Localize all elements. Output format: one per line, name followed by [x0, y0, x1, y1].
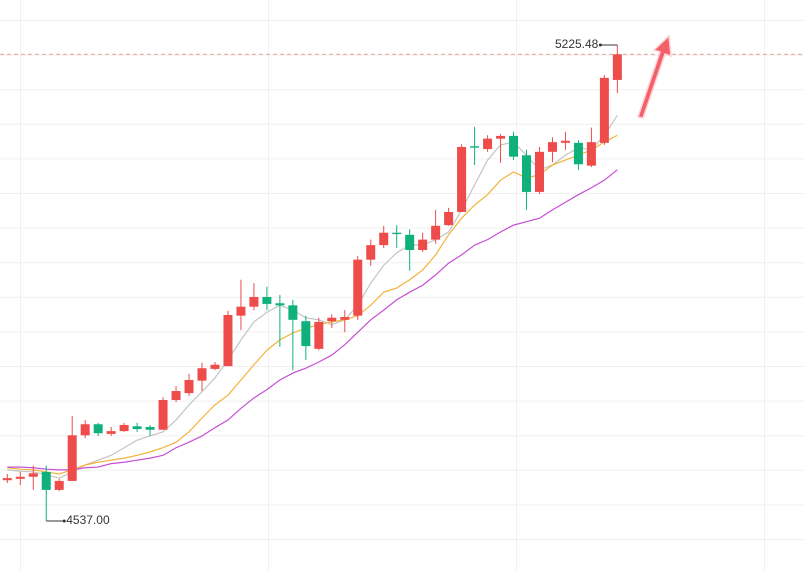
candle-body	[106, 431, 116, 434]
candle-body	[496, 135, 506, 139]
plot: 5225.48 4537.00	[0, 37, 804, 527]
candle-body	[509, 135, 519, 157]
candle-body	[28, 473, 38, 477]
candle-body	[119, 424, 129, 432]
candle-body	[560, 140, 570, 143]
candle-body	[405, 234, 415, 250]
trend-arrow	[637, 34, 672, 119]
candle-body	[340, 317, 350, 320]
candle-body	[158, 400, 168, 430]
candle-body	[223, 314, 233, 367]
candle-body	[379, 232, 389, 246]
candle-body	[249, 297, 259, 307]
candle-body	[67, 435, 77, 481]
candle-body	[15, 476, 25, 479]
ma-line	[7, 169, 618, 471]
candle-body	[301, 321, 311, 347]
candle-body	[314, 321, 324, 349]
candle-body	[197, 368, 207, 381]
candle-body	[145, 426, 155, 430]
candle-body	[522, 155, 531, 192]
candle-body	[184, 379, 194, 394]
candle-body	[80, 424, 90, 436]
candle-body	[431, 225, 441, 240]
candle-body	[353, 259, 363, 316]
candle-body	[210, 364, 220, 369]
candle-body	[54, 480, 64, 490]
candle-body	[171, 391, 181, 401]
candle-body	[93, 424, 103, 434]
candle-body	[366, 245, 376, 260]
candle-body	[236, 306, 246, 316]
candle-body	[599, 77, 609, 143]
candle-body	[132, 426, 142, 430]
candle-body	[2, 478, 12, 481]
ma-line	[7, 134, 618, 475]
candle-body	[392, 232, 402, 235]
low-label: 4537.00	[66, 513, 110, 527]
candle-body	[470, 146, 480, 148]
candle-body	[612, 54, 622, 80]
candle-body	[573, 142, 583, 165]
candle-body	[444, 211, 454, 226]
high-label: 5225.48	[555, 37, 599, 51]
candle-body	[586, 142, 596, 166]
candle-body	[457, 146, 467, 212]
candle-body	[483, 138, 493, 150]
candle-body	[41, 471, 51, 490]
high-pointer-dot	[598, 43, 602, 47]
candle-body	[275, 303, 285, 306]
candle-body	[327, 317, 337, 322]
candle-body	[262, 297, 272, 304]
low-pointer-dot	[62, 519, 66, 523]
candle-body	[418, 239, 428, 250]
candle-body	[534, 151, 544, 192]
candle-body	[288, 305, 298, 320]
candle-body	[547, 142, 557, 152]
